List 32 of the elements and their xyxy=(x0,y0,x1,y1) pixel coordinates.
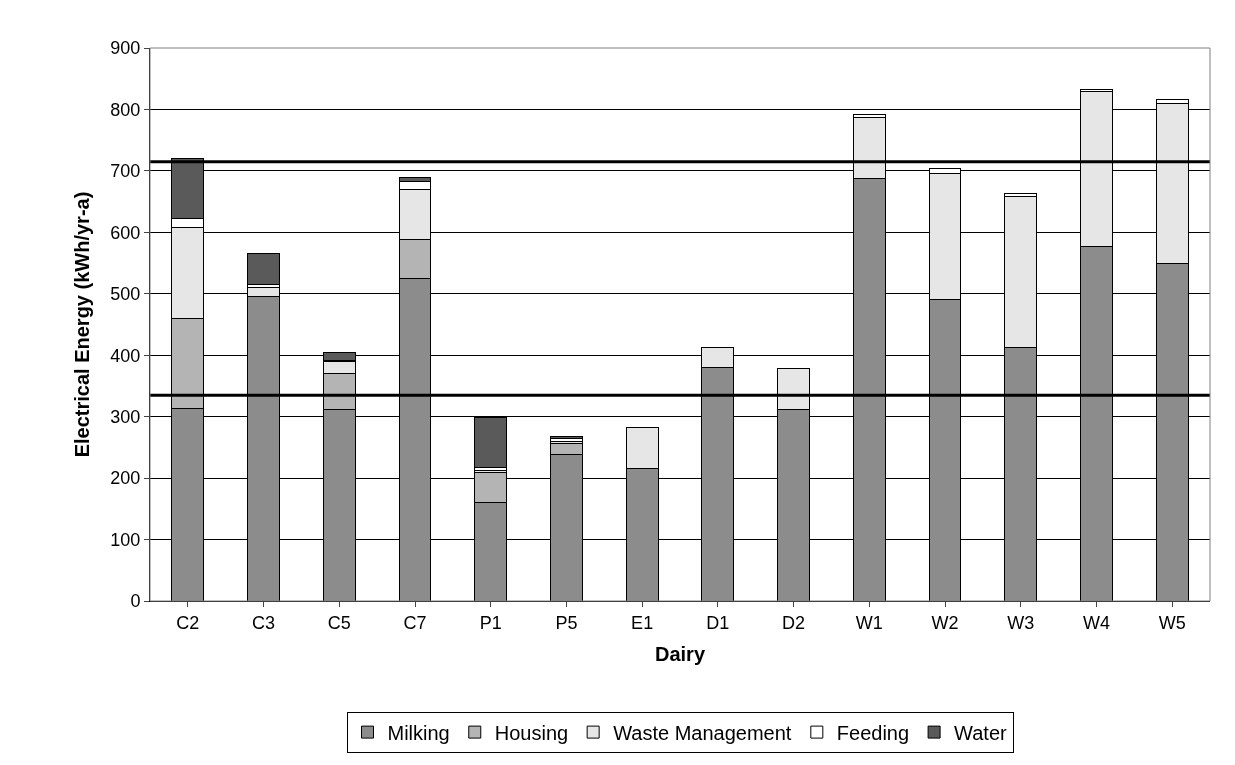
y-axis-title: Electrical Energy (kWh/yr-a) xyxy=(70,191,93,458)
y-tick-label: 100 xyxy=(110,529,141,550)
y-tick-label: 500 xyxy=(110,284,141,305)
y-tick-label: 200 xyxy=(110,468,141,489)
bar xyxy=(247,252,280,286)
y-tick-label: 800 xyxy=(110,99,141,120)
legend-label: Housing xyxy=(494,721,569,744)
x-tick-label: C3 xyxy=(252,612,276,633)
legend-label: Milking xyxy=(387,721,450,744)
x-tick-label: W1 xyxy=(855,612,883,633)
y-tick-label: 700 xyxy=(110,161,141,182)
x-tick-label: C5 xyxy=(327,612,351,633)
y-tick-label: 0 xyxy=(130,591,141,612)
legend-label: Water xyxy=(954,721,1008,744)
x-axis-title: Dairy xyxy=(654,643,706,666)
legend-label: Waste Management xyxy=(613,721,792,744)
x-tick-label: D2 xyxy=(782,612,806,633)
x-tick-label: W3 xyxy=(1007,612,1035,633)
y-tick-label: 600 xyxy=(110,222,141,243)
x-tick-label: C7 xyxy=(403,612,427,633)
y-tick-label: 300 xyxy=(110,406,141,427)
x-tick-label: W5 xyxy=(1158,612,1186,633)
x-tick-label: D1 xyxy=(706,612,730,633)
x-tick-label: E1 xyxy=(631,612,654,633)
x-tick-label: W2 xyxy=(931,612,959,633)
y-tick-label: 900 xyxy=(110,38,141,59)
x-tick-label: C2 xyxy=(176,612,200,633)
x-tick-label: W4 xyxy=(1082,612,1110,633)
x-tick-label: P5 xyxy=(555,612,578,633)
legend-label: Feeding xyxy=(836,721,910,744)
x-tick-label: P1 xyxy=(479,612,502,633)
y-tick-label: 400 xyxy=(110,345,141,366)
